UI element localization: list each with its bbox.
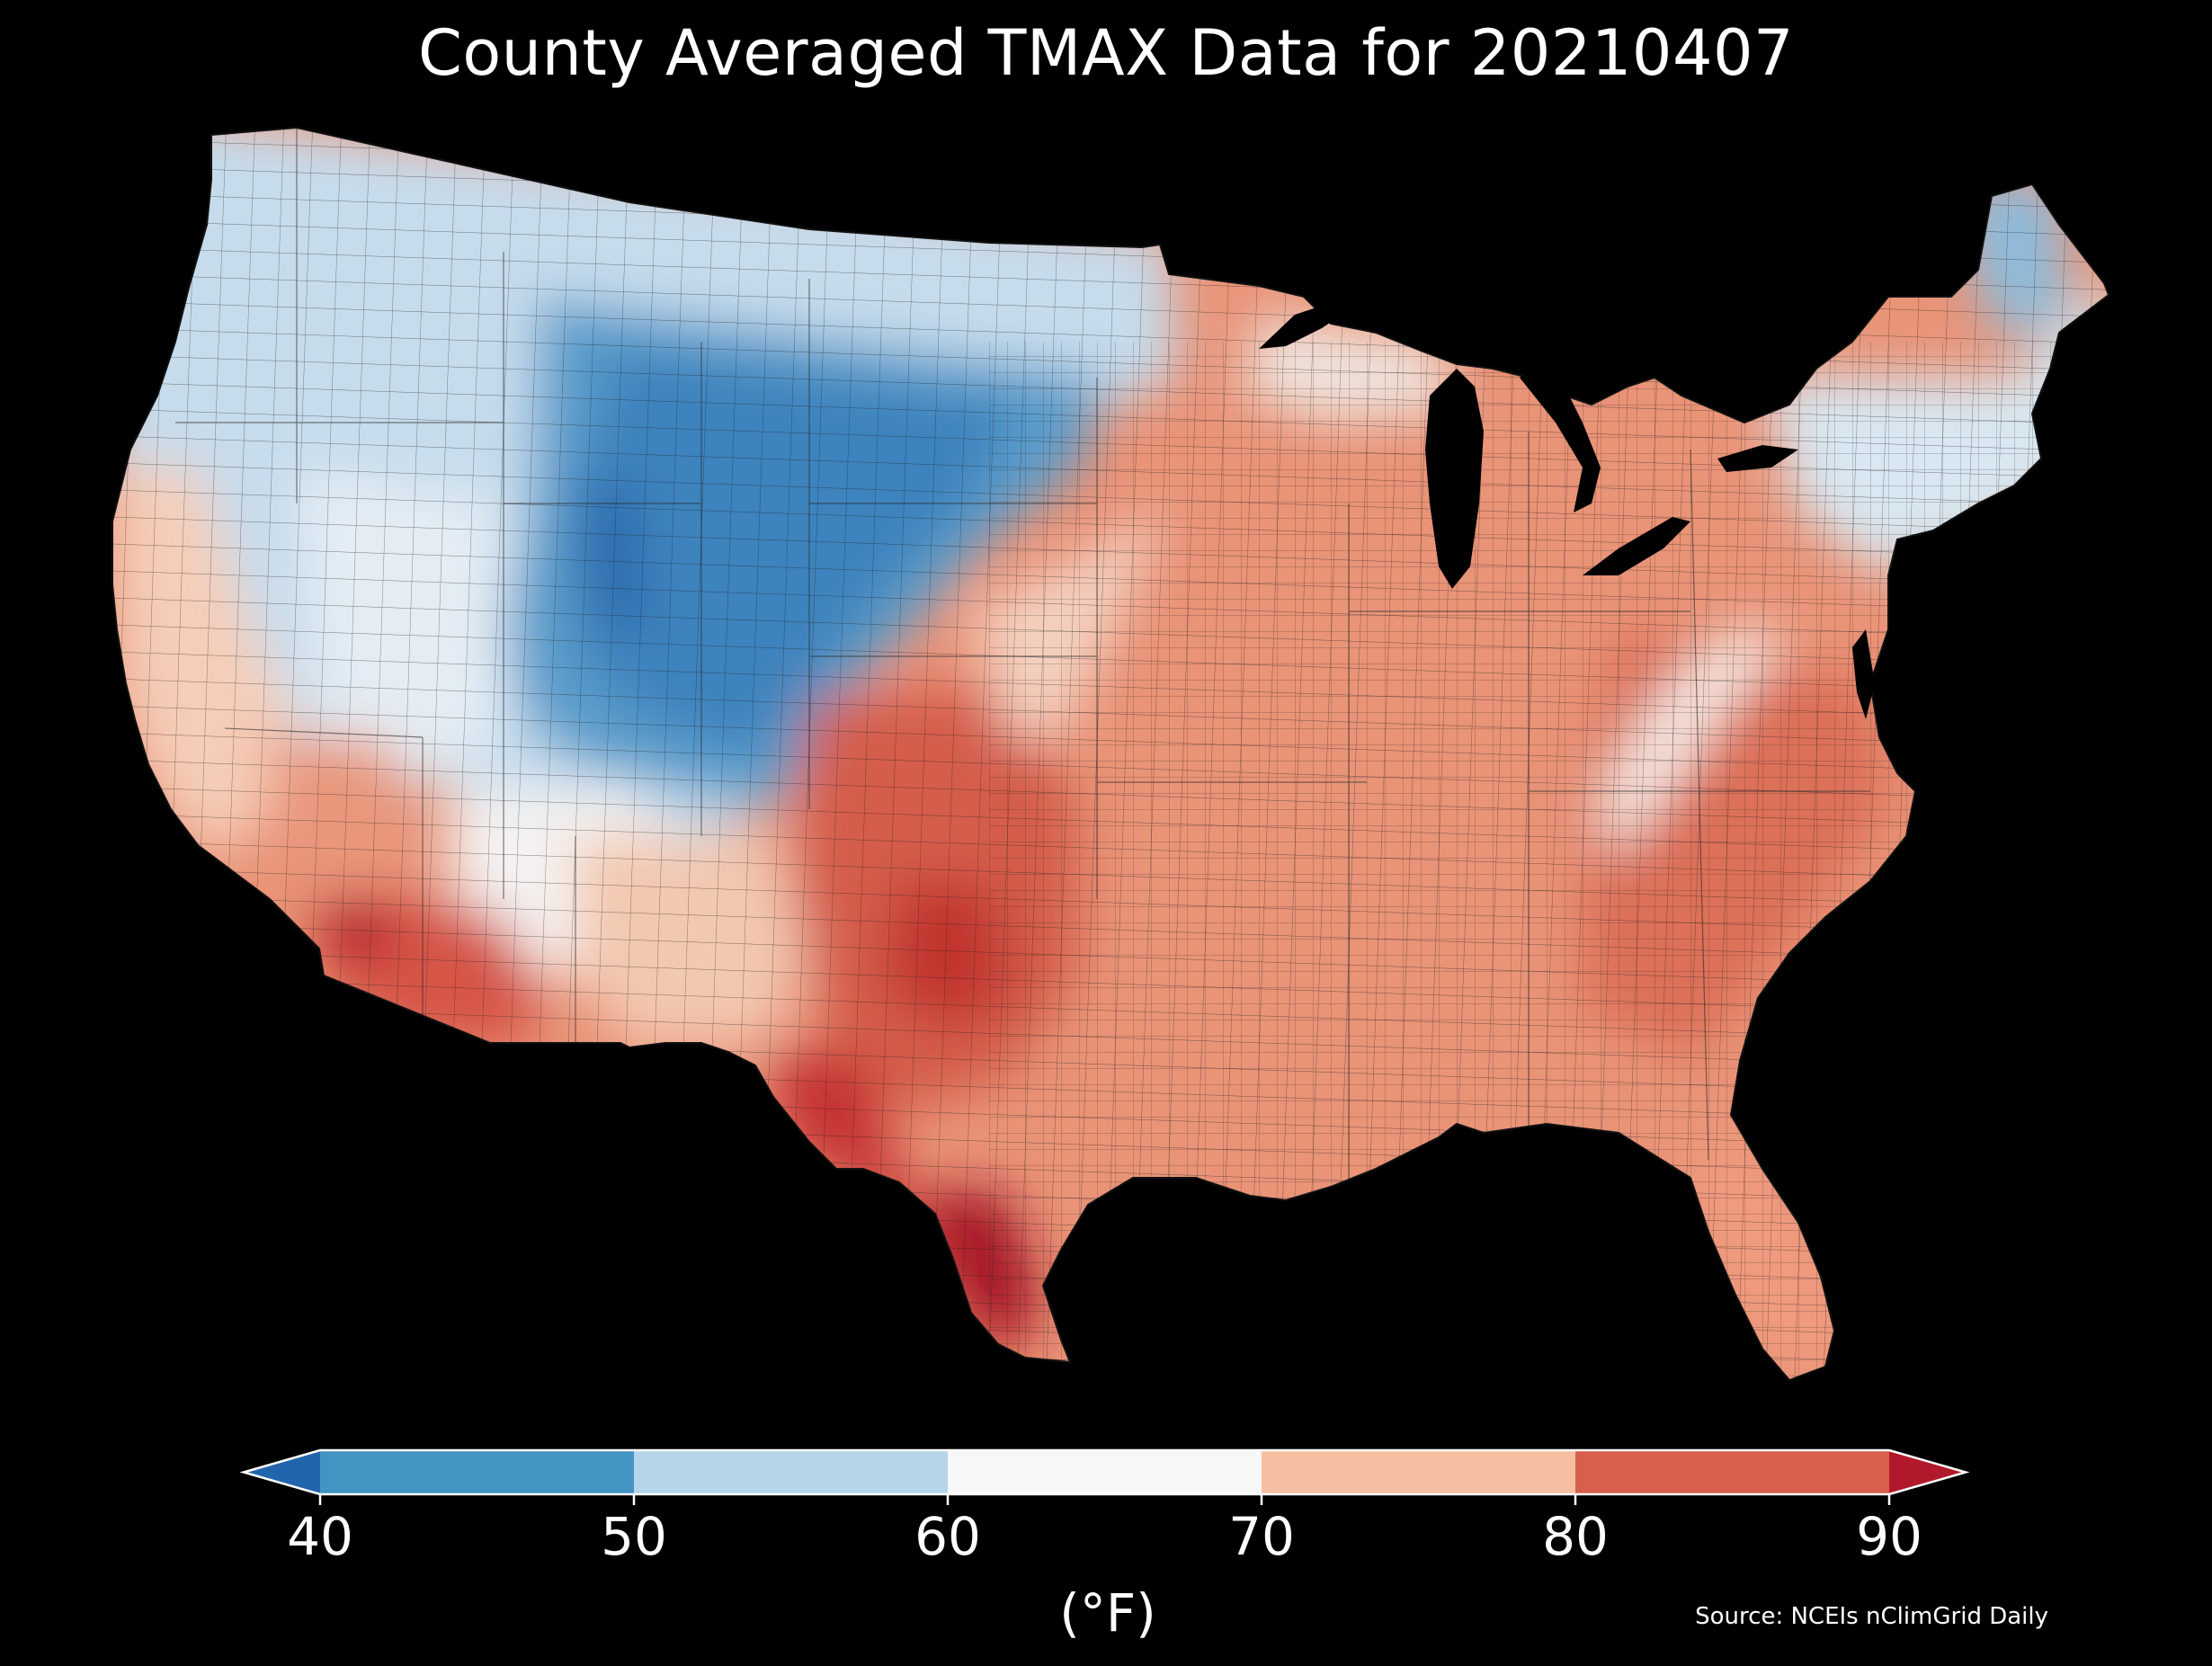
colorbar-segments [239, 1448, 1970, 1505]
lake-superior [1259, 288, 1367, 349]
lake-huron [1520, 364, 1601, 512]
colorbar-unit-label: (°F) [1059, 1582, 1156, 1644]
map-title: County Averaged TMAX Data for 20210407 [417, 16, 1795, 90]
colorbar-tick-40: 40 [287, 1506, 353, 1567]
colorbar-bin-80-90 [1575, 1450, 1889, 1494]
colorbar-extend-high [1889, 1450, 1966, 1494]
colorbar-tick-90: 90 [1856, 1506, 1922, 1567]
lake-ontario [1717, 445, 1798, 472]
colorbar-bin-60-70 [948, 1450, 1262, 1494]
source-credit: Source: NCEIs nClimGrid Daily [1695, 1603, 2048, 1630]
chesapeake-bay [1852, 629, 1875, 719]
colorbar-tick-50: 50 [601, 1506, 667, 1567]
colorbar-tick-80: 80 [1542, 1506, 1609, 1567]
colorbar-extend-low [244, 1450, 320, 1494]
colorbar-bin-70-80 [1262, 1450, 1575, 1494]
lake-michigan [1425, 369, 1484, 589]
colorbar-bin-50-60 [634, 1450, 948, 1494]
colorbar-tick-60: 60 [914, 1506, 981, 1567]
colorbar-tick-70: 70 [1228, 1506, 1295, 1567]
colorbar-bin-40-50 [320, 1450, 634, 1494]
great-lakes [1259, 288, 1875, 719]
us-outline [111, 126, 2110, 1382]
lake-erie [1583, 517, 1690, 575]
state-borders [175, 128, 1870, 1187]
